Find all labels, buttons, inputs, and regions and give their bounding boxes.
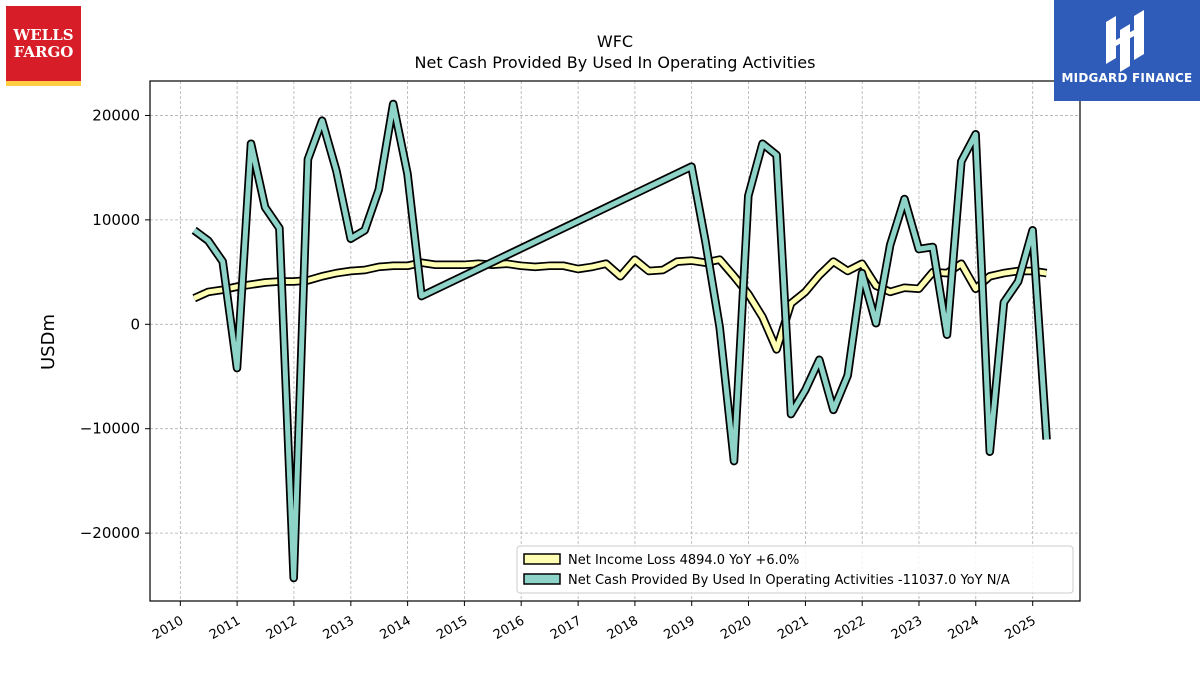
legend-label: Net Cash Provided By Used In Operating A…: [568, 573, 1010, 588]
x-tick-label: 2016: [491, 613, 527, 643]
y-tick-label: 10000: [92, 211, 140, 229]
legend-swatch: [523, 553, 561, 565]
y-axis-label: USDm: [38, 314, 59, 370]
y-tick-label: 0: [130, 315, 140, 333]
midgard-finance-name: MIDGARD FINANCE: [1061, 71, 1193, 85]
x-tick-label: 2019: [662, 613, 698, 643]
legend: Net Income Loss 4894.0 YoY +6.0% Net Cash…: [516, 545, 1074, 594]
legend-box: [516, 545, 1074, 594]
x-tick-label: 2010: [150, 613, 186, 643]
x-tick-label: 2014: [377, 613, 413, 643]
x-tick-label: 2025: [1003, 613, 1039, 643]
x-axis: 2010 2011 2012 2013 2014 2015 2016 2017 2018 2019…: [150, 601, 1039, 643]
legend-swatch: [523, 573, 561, 585]
series-line: [193, 257, 1047, 352]
wells-fargo-logo-line1: WELLS: [13, 26, 74, 44]
y-tick-label: −10000: [80, 420, 140, 438]
wells-fargo-logo: WELLS FARGO: [6, 6, 81, 86]
midgard-finance-logo: MIDGARD FINANCE: [1054, 0, 1200, 101]
y-tick-label: −20000: [80, 524, 140, 542]
x-tick-label: 2020: [718, 613, 754, 643]
x-tick-label: 2023: [889, 613, 925, 643]
series-net-income-loss: [192, 255, 1048, 354]
chart-subtitle: Net Cash Provided By Used In Operating A…: [415, 53, 816, 72]
legend-label: Net Income Loss 4894.0 YoY +6.0%: [568, 553, 799, 568]
x-tick-label: 2018: [605, 613, 641, 643]
x-tick-label: 2011: [207, 613, 243, 643]
wells-fargo-logo-box: [6, 6, 81, 81]
x-tick-label: 2013: [321, 613, 357, 643]
x-tick-label: 2012: [264, 613, 300, 643]
x-tick-label: 2024: [946, 613, 982, 643]
wells-fargo-logo-stripe: [6, 81, 81, 86]
y-axis: −20000 −10000 0 10000 20000: [80, 106, 150, 542]
midgard-finance-mark-icon: [1106, 10, 1144, 72]
x-tick-label: 2017: [548, 613, 584, 643]
wells-fargo-logo-line2: FARGO: [13, 43, 74, 61]
x-tick-label: 2022: [832, 613, 868, 643]
chart-title: WFC: [597, 32, 633, 51]
axes-frame: [149, 80, 1081, 602]
series-line: [192, 101, 1050, 581]
x-tick-label: 2015: [434, 613, 470, 643]
y-tick-label: 20000: [92, 106, 140, 124]
series-net-cash-operating: [191, 99, 1051, 583]
x-tick-label: 2021: [775, 613, 811, 643]
series-lines: [191, 99, 1051, 583]
